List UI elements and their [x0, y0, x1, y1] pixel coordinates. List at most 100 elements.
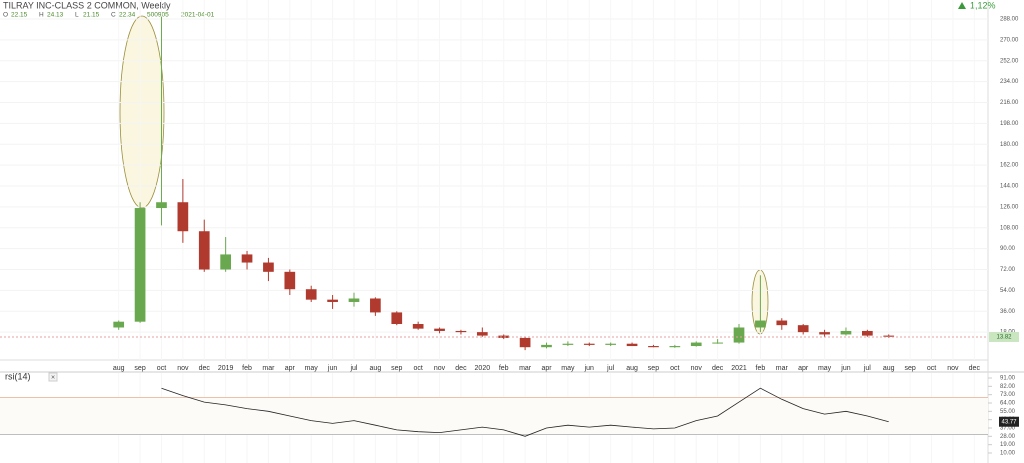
y-tick-label: 288.00 [1000, 17, 1019, 23]
candle-body [776, 320, 788, 326]
x-tick-label: jun [584, 365, 594, 372]
x-tick-label: jun [327, 365, 337, 372]
highlight-ellipse [119, 15, 165, 209]
x-tick-label: dec [712, 365, 724, 372]
x-tick-label: dec [455, 365, 467, 372]
candle-body [284, 271, 296, 290]
candle-body [412, 324, 424, 329]
candle-body [541, 344, 552, 348]
rsi-last-box [999, 416, 1019, 427]
candle-body [712, 342, 723, 344]
readout-value: 22.15 [11, 12, 28, 19]
change-label: 1,12% [970, 0, 996, 10]
candle-body [519, 337, 531, 348]
rsi-tick-label: 55.00 [1000, 409, 1016, 415]
close-rsi-button[interactable] [48, 372, 58, 382]
candle-body [733, 327, 745, 343]
candle-body [562, 343, 574, 345]
candle-body [134, 208, 146, 322]
y-tick-label: 198.00 [1000, 121, 1019, 127]
candle-body [220, 254, 231, 270]
rsi-tick-label: 10.00 [1000, 451, 1016, 457]
candle-body [755, 320, 766, 328]
candle-body [455, 330, 467, 333]
x-tick-label: oct [670, 365, 679, 372]
x-tick-label: apr [285, 365, 296, 372]
candle-body [305, 289, 317, 300]
x-tick-label: feb [242, 365, 252, 372]
candle-body [648, 346, 659, 348]
x-tick-label: may [818, 365, 832, 372]
date-readout: 2021-04-01 [181, 12, 215, 19]
x-tick-label: nov [434, 365, 446, 372]
x-tick-label: oct [927, 365, 936, 372]
x-tick-label: dec [199, 365, 211, 372]
y-tick-label: 234.00 [1000, 79, 1019, 85]
x-tick-label: oct [413, 365, 422, 372]
readout-value: 24.13 [47, 12, 64, 19]
x-tick-label: jul [863, 365, 871, 372]
candle-body [391, 312, 403, 325]
candle-body [583, 343, 595, 345]
x-tick-label: feb [756, 365, 766, 372]
rsi-tick-label: 82.00 [1000, 384, 1016, 390]
x-tick-label: nov [947, 365, 959, 372]
x-tick-label: mar [262, 365, 275, 372]
candle-body [476, 332, 488, 336]
x-tick-label: aug [113, 365, 125, 372]
readout-key: C [111, 12, 116, 19]
candle-body [862, 330, 873, 336]
candle-body [819, 332, 830, 335]
x-tick-label: sep [134, 365, 145, 372]
y-tick-label: 108.00 [1000, 225, 1019, 231]
rsi-tick-label: 37.00 [1000, 426, 1016, 432]
y-tick-label: 90.00 [1000, 246, 1016, 252]
candle-body [434, 328, 445, 331]
candle-body [883, 335, 895, 337]
candle-body [669, 346, 681, 348]
readout-key: H [39, 12, 44, 19]
indicator-label: rsi(14) [5, 371, 31, 381]
candle-body [840, 330, 852, 335]
y-tick-label: 36.00 [1000, 309, 1016, 315]
x-tick-label: jul [606, 365, 614, 372]
chart-title: TILRAY INC-CLASS 2 COMMON, Weekly [3, 0, 171, 10]
x-tick-label: dec [969, 365, 981, 372]
x-tick-label: feb [499, 365, 509, 372]
x-tick-label: nov [691, 365, 703, 372]
x-tick-label: apr [798, 365, 809, 372]
x-tick-label: aug [883, 365, 895, 372]
volume-readout: 500905 [147, 12, 169, 19]
x-tick-label: may [561, 365, 575, 372]
candle-body [156, 202, 167, 209]
x-tick-label: apr [541, 365, 552, 372]
y-tick-label: 216.00 [1000, 100, 1019, 106]
x-tick-label: sep [904, 365, 915, 372]
y-tick-label: 162.00 [1000, 163, 1019, 169]
x-tick-label: 2020 [475, 365, 491, 372]
readout-value: 22.34 [119, 12, 136, 19]
close-icon[interactable]: × [51, 374, 55, 381]
candle-body [370, 298, 381, 313]
candle-body [690, 342, 702, 347]
x-tick-label: jul [349, 365, 357, 372]
candle-body [797, 325, 809, 333]
x-tick-label: nov [177, 365, 189, 372]
change-arrow [958, 2, 966, 9]
last-price-label: 13.82 [996, 335, 1012, 341]
y-tick-label: 54.00 [1000, 288, 1016, 294]
candle-body [177, 202, 189, 232]
candle-body [241, 254, 253, 263]
x-tick-label: mar [519, 365, 532, 372]
rsi-tick-label: 73.00 [1000, 392, 1016, 398]
candle-body [113, 321, 125, 328]
x-tick-label: aug [370, 365, 382, 372]
y-tick-label: 270.00 [1000, 37, 1019, 43]
readout-key: O [3, 12, 8, 19]
candle-body [626, 343, 638, 347]
x-tick-label: sep [648, 365, 659, 372]
rsi-tick-label: 91.00 [1000, 376, 1016, 382]
x-tick-label: 2019 [218, 365, 234, 372]
y-tick-label: 252.00 [1000, 58, 1019, 64]
